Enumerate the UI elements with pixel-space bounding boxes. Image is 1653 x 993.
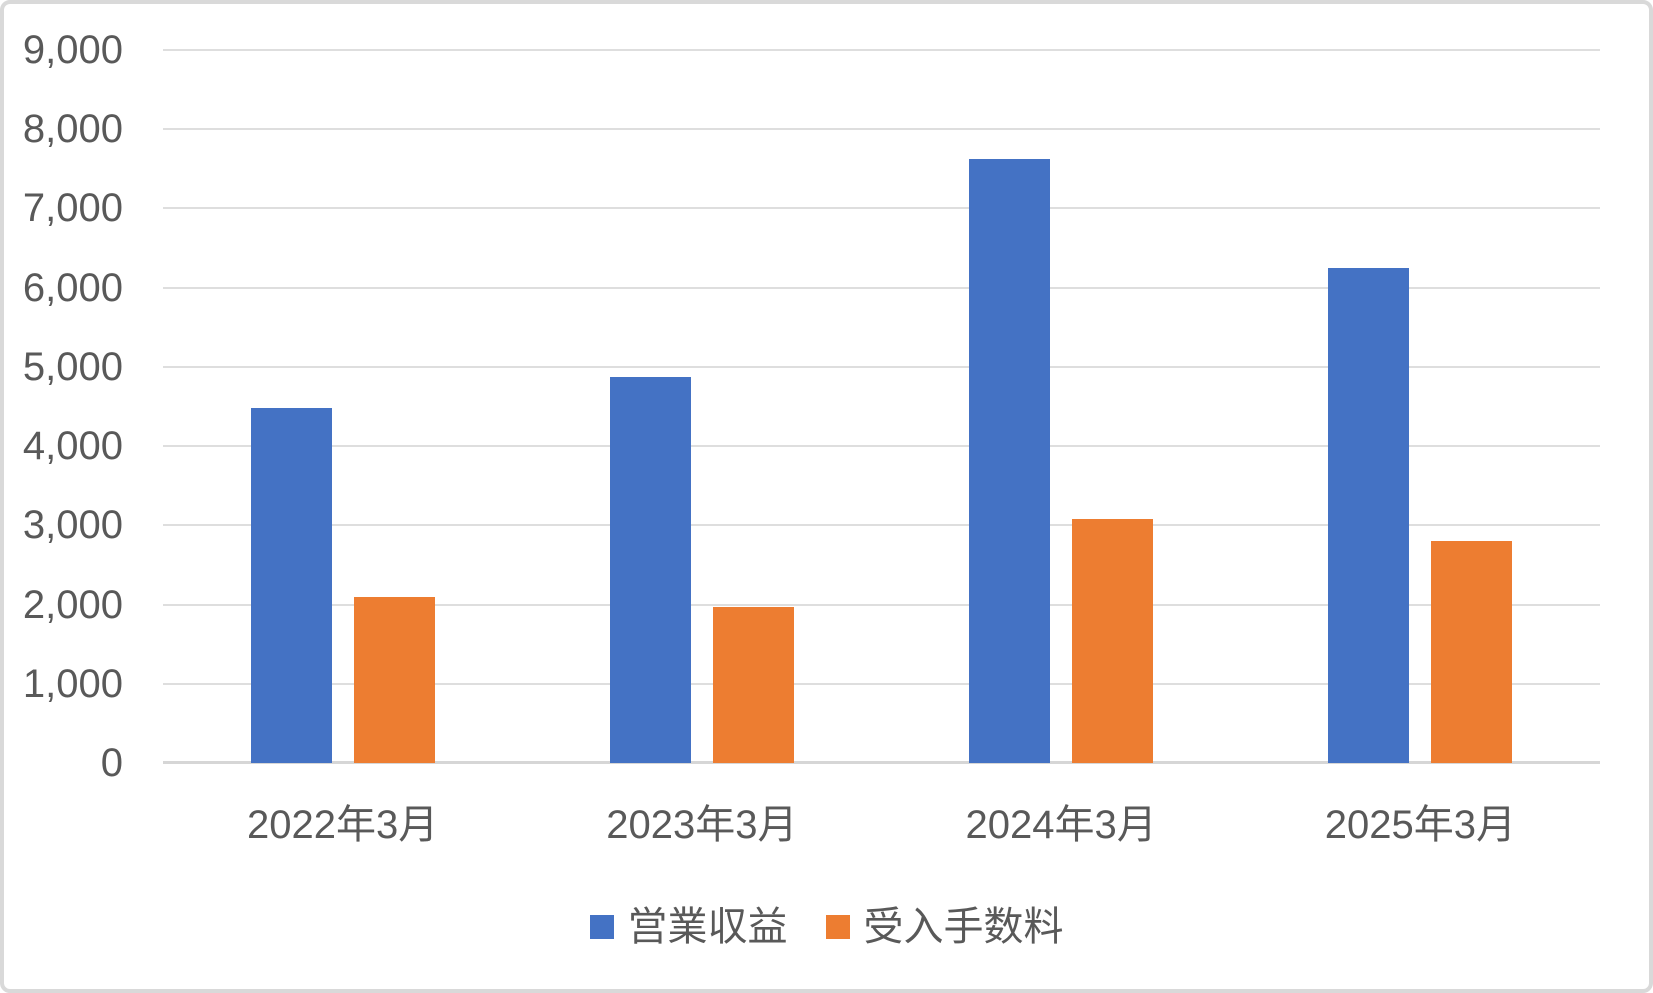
x-axis-label-2024年3月: 2024年3月	[965, 803, 1157, 847]
gridline-4,000	[163, 445, 1600, 448]
legend-item-営業収益: 営業収益	[589, 902, 788, 952]
gridline-7,000	[163, 207, 1600, 210]
plot-area	[163, 49, 1600, 764]
y-axis-tick-label: 5,000	[22, 344, 123, 389]
y-axis-tick-label: 1,000	[22, 661, 123, 706]
legend-label: 受入手数料	[863, 905, 1064, 949]
y-axis-tick-label: 8,000	[22, 107, 123, 152]
y-axis: 0 1,000 2,000 3,000 4,000 5,000 6,000 7,000 8,00…	[4, 28, 123, 785]
bar-series-1-2025年3月	[1431, 541, 1512, 763]
bar-series-1-2024年3月	[1072, 519, 1153, 763]
y-axis-tick-label: 7,000	[22, 186, 123, 231]
x-axis-line	[163, 761, 1600, 764]
bar-series-0-2023年3月	[610, 377, 691, 763]
legend-swatch-icon	[825, 915, 850, 939]
x-axis-label-2022年3月: 2022年3月	[247, 803, 439, 847]
gridline-3,000	[163, 524, 1600, 527]
y-axis-tick-label: 2,000	[22, 582, 123, 627]
chart-legend: 営業収益 受入手数料	[4, 902, 1649, 952]
y-axis-tick-label: 4,000	[22, 424, 123, 469]
bar-series-0-2024年3月	[969, 159, 1050, 763]
gridline-5,000	[163, 365, 1600, 368]
gridline-1,000	[163, 682, 1600, 685]
y-axis-tick-label: 6,000	[22, 265, 123, 310]
y-axis-tick-label: 3,000	[22, 503, 123, 548]
legend-label: 営業収益	[627, 905, 788, 949]
bar-series-1-2022年3月	[354, 597, 435, 763]
legend-swatch-icon	[589, 915, 614, 939]
gridline-9,000	[163, 49, 1600, 51]
x-axis: 2022年3月 2023年3月 2024年3月 2025年3月	[163, 800, 1600, 850]
y-axis-tick-label: 9,000	[22, 28, 123, 72]
gridline-6,000	[163, 286, 1600, 289]
x-axis-label-2025年3月: 2025年3月	[1324, 803, 1516, 847]
x-axis-label-2023年3月: 2023年3月	[606, 803, 798, 847]
bar-series-1-2023年3月	[713, 607, 794, 763]
legend-item-受入手数料: 受入手数料	[825, 902, 1064, 952]
bar-series-0-2025年3月	[1328, 268, 1409, 763]
gridline-8,000	[163, 128, 1600, 131]
bar-series-0-2022年3月	[251, 408, 332, 763]
y-axis-tick-label: 0	[100, 741, 123, 785]
gridline-2,000	[163, 603, 1600, 606]
